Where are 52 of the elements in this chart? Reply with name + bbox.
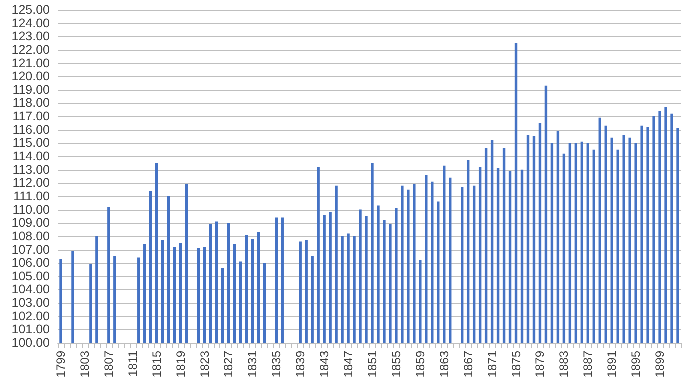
y-tick-label: 123.00 (12, 30, 50, 44)
x-tick-label: 1879 (533, 350, 548, 378)
y-tick-label: 115.00 (12, 136, 50, 150)
x-tick-label: 1799 (54, 350, 68, 378)
y-tick-label: 101.00 (12, 322, 50, 337)
y-tick-label: 124.00 (12, 16, 50, 30)
y-tick-label: 111.00 (14, 189, 50, 204)
x-tick-label: 1867 (461, 350, 476, 378)
x-tick-label: 1835 (270, 350, 284, 378)
x-tick-label: 1839 (294, 350, 308, 378)
x-tick-label: 1863 (437, 350, 452, 378)
y-tick-label: 116.00 (12, 122, 50, 137)
x-tick-label: 1883 (557, 350, 572, 378)
x-tick-label: 1859 (413, 350, 428, 378)
x-tick-label: 1827 (222, 350, 236, 378)
x-tick-label: 1899 (653, 350, 668, 378)
x-tick-label: 1843 (318, 350, 332, 378)
y-tick-label: 120.00 (12, 70, 50, 84)
y-tick-label: 119.00 (12, 82, 50, 97)
x-tick-label: 1851 (365, 350, 380, 378)
y-tick-label: 100.00 (12, 336, 50, 350)
x-tick-label: 1847 (342, 350, 356, 378)
y-tick-label: 108.00 (12, 229, 50, 244)
y-tick-label: 121.00 (12, 56, 50, 70)
x-tick-label: 1855 (389, 350, 404, 378)
y-tick-label: 106.00 (12, 256, 50, 270)
y-tick-label: 110.00 (12, 202, 50, 217)
x-tick-label: 1823 (198, 350, 212, 378)
x-tick-label: 1811 (126, 350, 140, 377)
y-tick-label: 105.00 (12, 269, 50, 284)
y-tick-label: 109.00 (12, 216, 50, 230)
y-tick-label: 103.00 (12, 296, 50, 310)
y-tick-label: 113.00 (12, 162, 50, 177)
y-tick-label: 107.00 (12, 242, 50, 257)
x-tick-label: 1815 (150, 350, 164, 378)
y-tick-label: 104.00 (12, 282, 50, 297)
y-tick-label: 112.00 (12, 176, 50, 190)
x-tick-label: 1895 (629, 350, 644, 378)
x-tick-label: 1891 (605, 350, 620, 378)
y-tick-label: 114.00 (12, 150, 50, 164)
y-tick-label: 125.00 (12, 3, 50, 17)
x-tick-label: 1887 (581, 350, 596, 378)
y-tick-label: 118.00 (12, 96, 50, 110)
x-tick-label: 1831 (246, 350, 260, 378)
x-tick-label: 1803 (78, 350, 92, 378)
x-tick-label: 1807 (102, 350, 116, 378)
y-tick-label: 117.00 (12, 110, 50, 124)
x-tick-label: 1819 (174, 350, 188, 378)
y-tick-label: 102.00 (12, 309, 50, 324)
x-tick-label: 1871 (485, 350, 500, 378)
y-tick-label: 122.00 (12, 42, 50, 57)
x-tick-label: 1875 (509, 350, 524, 378)
